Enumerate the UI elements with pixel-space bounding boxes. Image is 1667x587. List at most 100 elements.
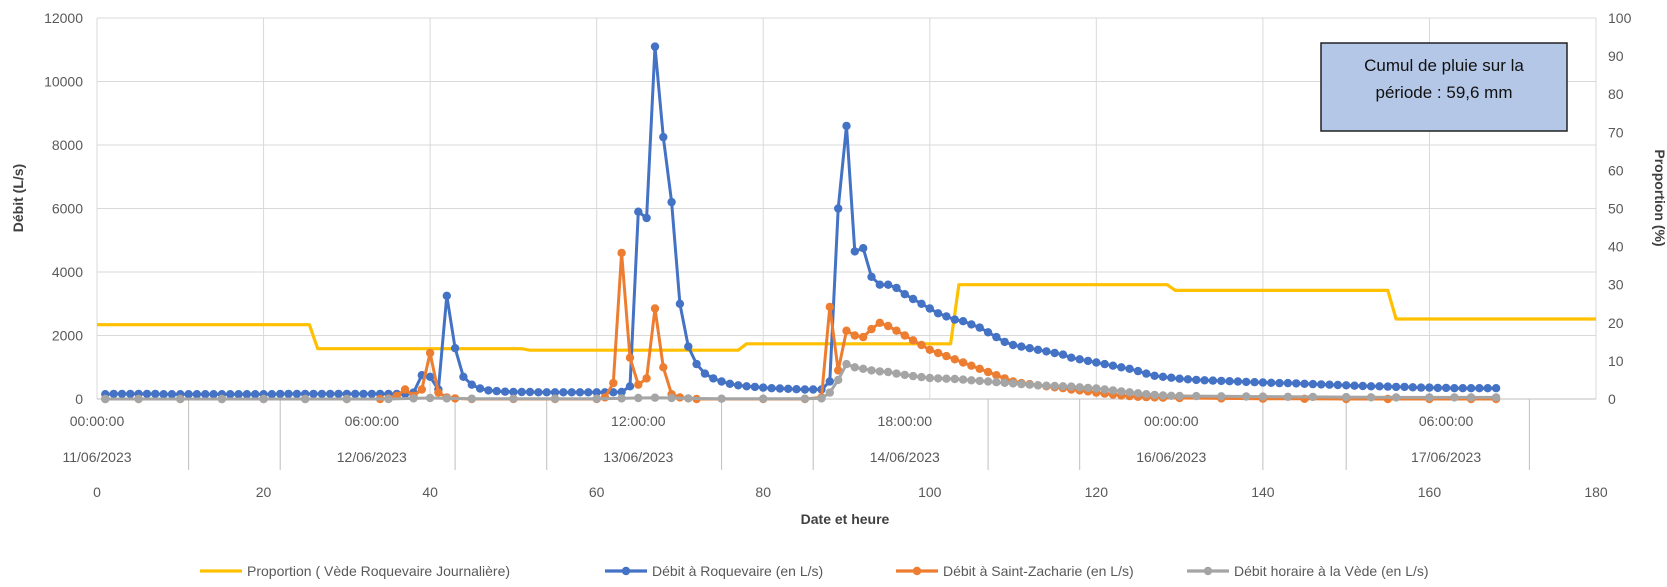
date-label: 11/06/2023 [62,449,131,465]
data-point [1458,384,1468,393]
data-point [908,336,918,345]
data-point [1375,382,1384,391]
data-point [1192,391,1201,401]
data-point [1175,391,1184,401]
data-point [1208,376,1218,385]
data-point [642,213,651,223]
series-debit-horaire-a-la-vede-en-l-s [101,359,1501,404]
data-point [942,351,951,361]
data-point [500,387,510,396]
data-point [617,248,626,258]
data-point [1150,371,1159,380]
data-point [875,280,884,289]
data-point [650,304,660,313]
data-point [609,378,618,388]
data-point [867,324,876,334]
data-point [642,374,651,383]
legend-item-debit-horaire-a-la-vede-en-l-s: Débit horaire à la Vède (en L/s) [1187,563,1429,579]
data-point [983,367,993,377]
data-point [950,355,959,364]
data-point [1167,391,1176,400]
data-point [1158,391,1168,400]
data-point [875,367,884,376]
data-point [925,345,934,354]
y2-tick-label: 90 [1608,48,1624,64]
data-point [617,394,626,403]
data-point [634,207,643,216]
data-point [892,369,901,378]
data-point [1433,383,1443,393]
data-point [1242,377,1251,387]
data-point [409,394,418,403]
data-point [1342,392,1351,402]
legend-label: Débit à Saint-Zacharie (en L/s) [943,563,1134,579]
data-point [1450,384,1459,393]
data-point [950,374,959,384]
data-point [184,390,193,399]
data-point [550,394,560,403]
y2-tick-label: 40 [1608,239,1624,255]
data-point [775,384,785,393]
data-point [825,302,834,312]
data-point [1217,392,1226,401]
data-point [825,377,834,386]
data-point [259,394,268,404]
data-point [1092,384,1101,393]
x-tick-label: 100 [918,484,942,500]
data-point [1233,377,1243,386]
data-point [1333,380,1343,390]
data-point [767,384,776,393]
data-point [400,385,410,394]
data-point [992,332,1001,342]
data-point [509,394,518,403]
x-tick-label: 80 [755,484,771,500]
data-point [859,244,868,253]
data-point [1217,376,1226,386]
x-tick-label: 20 [256,484,272,500]
y-tick-label: 12000 [44,10,83,26]
data-point [1083,383,1093,393]
data-point [434,388,443,397]
data-point [1067,353,1076,362]
series-line [105,251,1497,401]
y2-tick-label: 100 [1608,10,1632,26]
y2-tick-label: 80 [1608,86,1624,102]
data-point [425,348,435,358]
data-point [1025,380,1034,389]
data-point [709,374,718,383]
data-point [925,304,934,313]
data-point [1342,381,1351,390]
data-point [151,389,160,399]
data-point [1083,356,1093,366]
data-point [1425,393,1434,402]
data-point [584,388,593,397]
data-point [317,389,327,399]
data-point [1408,383,1418,392]
legend-item-debit-a-saint-zacharie-en-l-s: Débit à Saint-Zacharie (en L/s) [896,563,1134,579]
legend-label: Débit à Roquevaire (en L/s) [652,563,823,579]
data-point [1033,345,1043,354]
data-point [126,389,135,399]
data-point [684,342,693,351]
data-point [933,309,943,318]
data-point [650,42,660,51]
data-point [1283,378,1293,388]
data-point [142,389,152,399]
data-point [859,364,868,373]
data-point [942,374,951,383]
data-point [867,366,876,375]
data-point [1158,372,1168,381]
data-point [101,394,110,404]
data-point [725,379,735,388]
data-point [650,393,660,402]
data-point [359,389,368,399]
data-point [1200,376,1209,385]
data-point [1117,363,1126,372]
y2-tick-label: 50 [1608,201,1624,217]
data-point [1366,382,1376,391]
data-point [534,388,543,397]
date-label: 12/06/2023 [337,449,407,465]
data-point [417,385,426,394]
data-point [1067,382,1076,391]
